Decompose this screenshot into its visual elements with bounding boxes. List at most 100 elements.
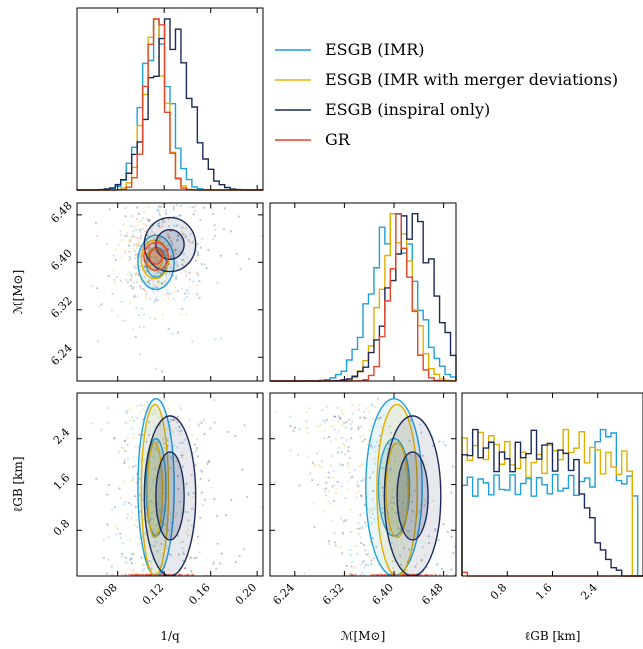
scatter-point [122, 223, 125, 226]
scatter-point [296, 453, 299, 457]
scatter-point [192, 573, 195, 576]
scatter-point [358, 403, 361, 406]
scatter-point [169, 266, 172, 269]
scatter-point [134, 273, 137, 276]
scatter-point [325, 418, 328, 422]
scatter-point [151, 413, 154, 416]
scatter-point [408, 453, 412, 456]
scatter-point [122, 447, 125, 450]
scatter-point [150, 278, 153, 281]
scatter-point [324, 475, 328, 478]
scatter-point [368, 428, 371, 432]
scatter-point [362, 544, 366, 547]
scatter-point [212, 195, 214, 197]
y-tick-label: 6.48 [48, 199, 75, 226]
scatter-point [130, 197, 132, 199]
scatter-point [425, 463, 428, 466]
scatter-point [179, 429, 183, 432]
scatter-point [337, 415, 340, 418]
scatter-point [155, 367, 158, 370]
scatter-point [340, 436, 343, 440]
scatter-point [289, 415, 292, 418]
scatter-point [126, 443, 129, 447]
scatter-point [370, 443, 373, 446]
scatter-point [149, 297, 152, 300]
scatter-point [142, 573, 145, 576]
y-axis-label: ℳ[M⊙] [11, 270, 25, 315]
scatter-point [172, 297, 176, 301]
scatter-point [141, 217, 144, 220]
scatter-point [390, 431, 393, 434]
scatter-point [181, 547, 184, 550]
scatter-point [368, 453, 371, 456]
scatter-point [166, 438, 169, 441]
legend-entry: GR [325, 130, 351, 149]
scatter-point [154, 260, 157, 263]
scatter-point [316, 483, 320, 486]
scatter-point [136, 573, 139, 576]
scatter-point [172, 205, 175, 208]
scatter-point [73, 416, 75, 418]
scatter-point [187, 292, 190, 295]
scatter-point [113, 436, 116, 440]
scatter-point [166, 233, 170, 236]
scatter-point [374, 405, 377, 408]
scatter-point [351, 412, 354, 415]
scatter-point [149, 264, 152, 267]
scatter-point [102, 538, 105, 541]
scatter-point [341, 463, 344, 466]
scatter-point [396, 519, 399, 522]
scatter-point [337, 430, 341, 433]
scatter-point [311, 478, 314, 482]
scatter-point [173, 290, 176, 293]
scatter-point [364, 521, 367, 524]
scatter-point [176, 573, 179, 576]
scatter-point [138, 314, 141, 317]
scatter-point [182, 258, 185, 262]
scatter-point [176, 234, 180, 237]
scatter-point [359, 527, 363, 530]
scatter-point [124, 206, 127, 210]
scatter-point [167, 407, 170, 410]
scatter-point [463, 532, 465, 534]
y-tick-label: 6.32 [48, 294, 75, 321]
scatter-point [215, 514, 219, 517]
scatter-point [148, 220, 151, 223]
scatter-point [136, 525, 139, 529]
scatter-point [392, 547, 395, 550]
scatter-point [212, 212, 215, 216]
scatter-point [161, 282, 164, 285]
scatter-point [405, 569, 408, 572]
scatter-point [120, 300, 123, 303]
scatter-point [128, 176, 130, 178]
scatter-point [132, 244, 136, 247]
scatter-point [424, 573, 427, 576]
scatter-point [177, 429, 180, 432]
scatter-point [141, 498, 144, 502]
scatter-point [336, 451, 340, 454]
scatter-point [139, 404, 142, 407]
scatter-point [134, 243, 137, 246]
scatter-point [369, 445, 372, 448]
scatter-point [401, 501, 404, 505]
scatter-point [203, 263, 206, 266]
scatter-point [153, 509, 157, 513]
scatter-point [450, 535, 453, 538]
scatter-point [216, 281, 219, 284]
scatter-point [189, 206, 192, 209]
scatter-point [196, 535, 200, 538]
scatter-point [197, 424, 200, 428]
scatter-point [143, 289, 147, 292]
scatter-point [156, 286, 159, 289]
scatter-point [350, 530, 353, 533]
scatter-point [145, 573, 148, 576]
scatter-point [322, 419, 325, 422]
scatter-point [381, 486, 384, 489]
scatter-point [177, 553, 181, 556]
scatter-point [156, 223, 159, 226]
scatter-point [194, 449, 198, 452]
scatter-point [125, 422, 129, 425]
scatter-point [202, 169, 204, 171]
scatter-point [373, 573, 377, 576]
scatter-point [167, 218, 170, 221]
